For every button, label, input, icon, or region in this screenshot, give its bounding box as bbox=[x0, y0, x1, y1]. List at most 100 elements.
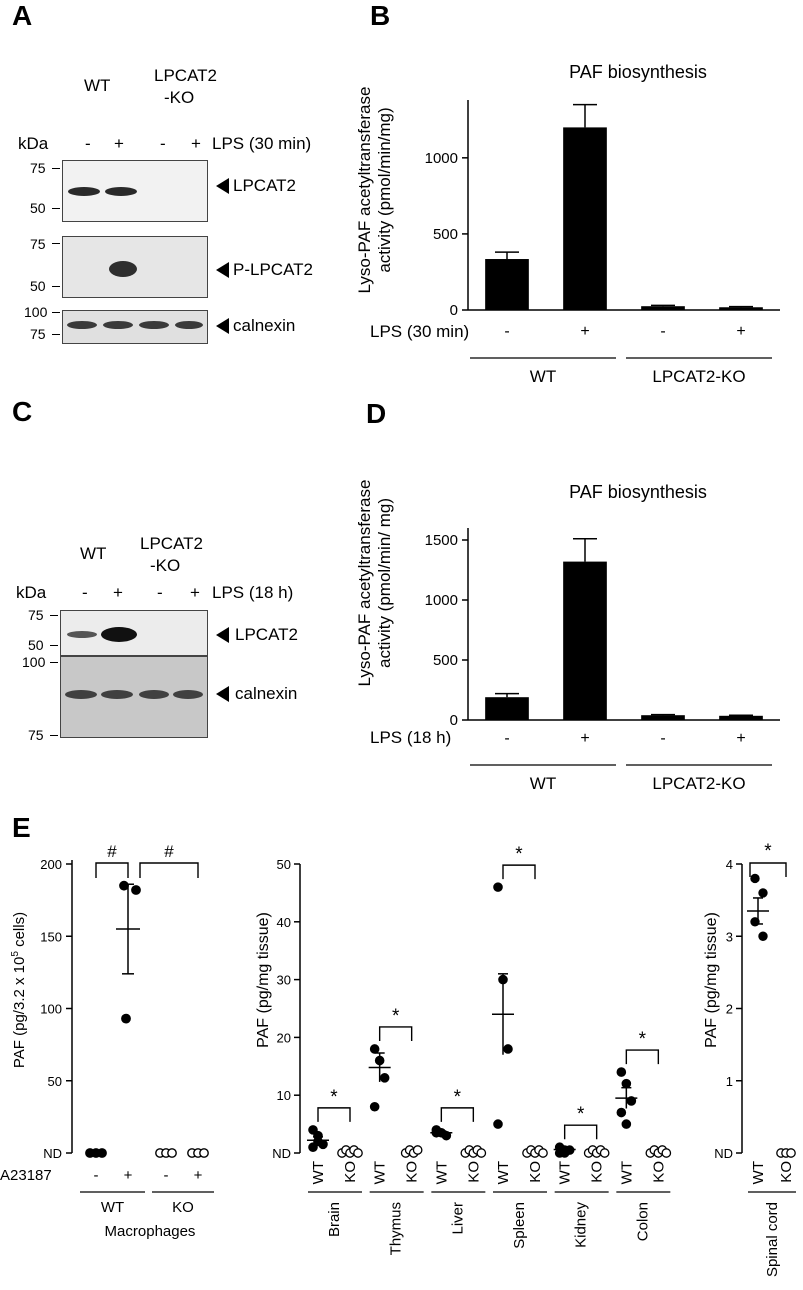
category-label: KO bbox=[342, 1161, 359, 1183]
data-point bbox=[616, 1107, 627, 1118]
y-tick-label: 1000 bbox=[425, 150, 458, 167]
data-point bbox=[616, 1067, 627, 1077]
band bbox=[109, 261, 137, 277]
significance-bracket bbox=[440, 1107, 475, 1122]
significance-bracket bbox=[749, 862, 787, 877]
band bbox=[139, 690, 169, 699]
arrowhead-icon bbox=[216, 627, 229, 643]
category-label: - bbox=[504, 323, 509, 340]
y-tick-label: 100 bbox=[40, 1002, 62, 1017]
panel-a-marker: 100 bbox=[24, 304, 48, 320]
category-label: KO bbox=[778, 1161, 795, 1183]
panel-e-tissue-chart: PAF (pg/mg tissue) ND 10 20 30 40 50 * WT KO Brai… bbox=[255, 844, 672, 1255]
data-point bbox=[121, 1013, 131, 1024]
data-point bbox=[538, 1148, 548, 1158]
treatment-label: LPS (30 min) bbox=[370, 322, 469, 341]
y-tick-label: ND bbox=[43, 1146, 62, 1161]
significance-bracket bbox=[625, 1049, 660, 1065]
y-tick-label: 20 bbox=[277, 1030, 291, 1045]
panel-c-lane-4: + bbox=[190, 583, 200, 602]
panel-c-blot-calnexin bbox=[60, 656, 208, 738]
panel-d-chart: PAF biosynthesis Lyso-PAF acetyltransfer… bbox=[355, 480, 780, 793]
data-point bbox=[167, 1148, 177, 1158]
category-label: KO bbox=[589, 1161, 606, 1183]
category-label: WT bbox=[310, 1161, 327, 1184]
bar bbox=[641, 306, 685, 310]
category-label: KO bbox=[404, 1161, 421, 1183]
y-tick-label: 30 bbox=[277, 973, 291, 988]
panel-c-blot-label: LPCAT2 bbox=[235, 625, 298, 644]
panel-a-lane-1: - bbox=[85, 134, 91, 153]
category-label: + bbox=[194, 1167, 203, 1184]
band bbox=[175, 321, 203, 329]
group-label: WT bbox=[530, 774, 556, 793]
y-tick-label: 200 bbox=[40, 857, 62, 872]
y-tick-label: 1 bbox=[726, 1074, 733, 1089]
significance-mark: # bbox=[164, 842, 174, 861]
group-label: WT bbox=[101, 1199, 124, 1216]
bar bbox=[563, 561, 607, 720]
group-label: KO bbox=[172, 1199, 194, 1216]
group-label: LPCAT2-KO bbox=[652, 367, 745, 386]
data-point bbox=[786, 1148, 796, 1158]
data-point bbox=[661, 1148, 672, 1158]
tissue-label: Thymus bbox=[388, 1202, 405, 1255]
category-label: WT bbox=[557, 1161, 574, 1184]
y-tick-label: 0 bbox=[450, 712, 458, 729]
data-point bbox=[621, 1119, 632, 1129]
data-point bbox=[97, 1148, 107, 1158]
chart-title: PAF biosynthesis bbox=[569, 482, 707, 502]
significance-mark: * bbox=[515, 844, 523, 865]
tissue-label: Kidney bbox=[573, 1202, 590, 1248]
significance-mark: * bbox=[577, 1104, 585, 1125]
significance-mark: * bbox=[392, 1006, 400, 1027]
tissue-label: Spinal cord bbox=[764, 1202, 781, 1277]
panel-a-marker: 50 bbox=[30, 200, 46, 216]
data-point bbox=[626, 1096, 637, 1106]
data-point bbox=[369, 1044, 380, 1054]
data-point bbox=[758, 888, 768, 898]
panel-e-spinal-chart: PAF (pg/mg tissue) ND 1 2 3 4 * WT KO Spinal cor… bbox=[703, 841, 796, 1277]
data-point bbox=[493, 1119, 503, 1129]
treatment-label: A23187 bbox=[0, 1167, 52, 1184]
data-point bbox=[199, 1148, 209, 1158]
band bbox=[67, 321, 97, 329]
data-point bbox=[476, 1148, 487, 1158]
panel-a-blot-label: calnexin bbox=[233, 316, 296, 335]
data-point bbox=[379, 1073, 390, 1083]
y-tick-label: 1000 bbox=[425, 592, 458, 609]
data-point bbox=[318, 1139, 328, 1150]
panel-c-marker: 100 bbox=[22, 654, 46, 670]
significance-bracket bbox=[563, 1124, 598, 1140]
panel-a-blot-label: LPCAT2 bbox=[233, 176, 296, 195]
data-point bbox=[369, 1101, 380, 1112]
arrowhead-icon bbox=[216, 318, 229, 334]
y-axis-label: Lyso-PAF acetyltransferase bbox=[355, 87, 374, 294]
panel-a-ko-label-1: LPCAT2 bbox=[154, 66, 217, 85]
panel-b-label: B bbox=[370, 0, 391, 31]
category-label: KO bbox=[527, 1161, 544, 1183]
tissue-label: Brain bbox=[326, 1202, 343, 1237]
category-label: - bbox=[504, 730, 509, 747]
y-tick-label: 500 bbox=[433, 226, 458, 243]
panel-a-marker: 75 bbox=[30, 160, 46, 176]
panel-a-wt-label: WT bbox=[84, 76, 111, 95]
panel-c-kda: kDa bbox=[16, 583, 47, 602]
panel-c-marker: 75 bbox=[28, 727, 44, 743]
category-label: WT bbox=[433, 1161, 450, 1184]
tissue-label: Spleen bbox=[511, 1202, 528, 1249]
bar bbox=[719, 715, 763, 720]
category-label: - bbox=[660, 323, 665, 340]
band bbox=[101, 627, 137, 642]
y-tick-label: 50 bbox=[277, 857, 291, 872]
panel-c-blot-label: calnexin bbox=[235, 684, 298, 703]
data-point bbox=[441, 1130, 452, 1141]
y-tick-label: 40 bbox=[277, 915, 291, 930]
category-label: + bbox=[580, 323, 589, 340]
panel-c-marker: 75 bbox=[28, 607, 44, 623]
panel-a-lane-3: - bbox=[160, 134, 166, 153]
data-point bbox=[308, 1142, 318, 1153]
y-tick-label: 1500 bbox=[425, 532, 458, 549]
significance-mark: # bbox=[107, 842, 117, 861]
bar bbox=[719, 307, 763, 310]
